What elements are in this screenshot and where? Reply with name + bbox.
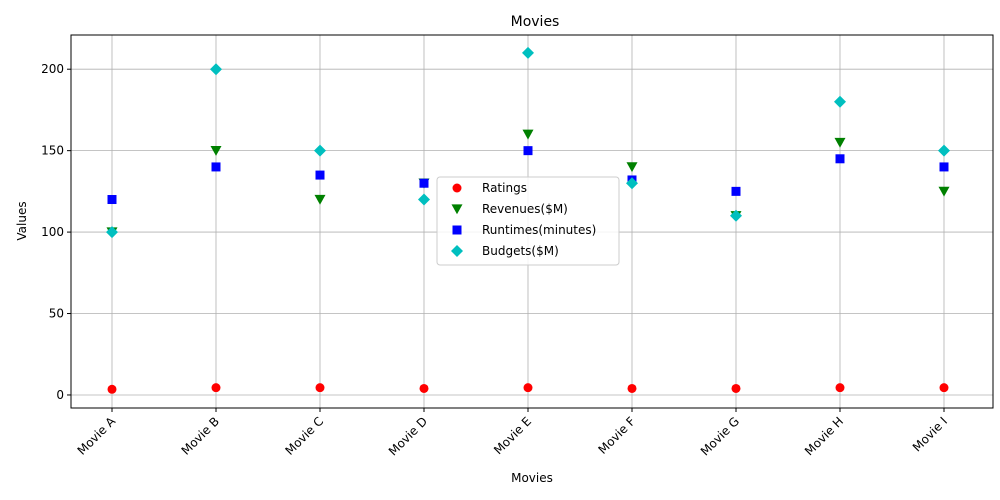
data-point (939, 162, 949, 172)
legend-box (436, 176, 620, 266)
data-point (626, 177, 638, 190)
data-point (315, 383, 325, 393)
legend-marker (451, 245, 463, 257)
data-point (731, 186, 741, 196)
data-point (522, 46, 534, 59)
legend-label: Budgets($M) (482, 244, 559, 258)
x-tick-label: Movie F (596, 414, 639, 457)
y-axis-title: Values (15, 201, 29, 240)
data-point (938, 144, 950, 157)
legend-item: Budgets($M) (451, 244, 559, 258)
data-point (523, 146, 533, 156)
y-tick-label: 100 (41, 225, 64, 239)
data-point (314, 144, 326, 157)
x-tick-label: Movie D (386, 414, 430, 458)
data-point (627, 383, 637, 393)
marks-layer (106, 46, 950, 394)
data-point (106, 226, 118, 239)
x-tick-label: Movie G (698, 414, 742, 458)
series-budgets-m (106, 46, 950, 239)
data-point (419, 383, 429, 393)
x-axis-title: Movies (511, 471, 553, 485)
data-point (210, 63, 222, 76)
data-point (939, 383, 949, 393)
data-point (835, 154, 845, 164)
data-point (522, 129, 534, 140)
legend-marker (451, 204, 463, 215)
y-tick-label: 200 (41, 62, 64, 76)
data-point (418, 193, 430, 206)
legend-label: Revenues($M) (482, 202, 568, 216)
y-tick-label: 50 (49, 307, 64, 321)
data-point (315, 170, 325, 180)
legend-items: Ratings Revenues($M) Runtimes(minutes) Budg… (451, 181, 596, 258)
legend-item: Revenues($M) (451, 202, 568, 216)
legend: Ratings Revenues($M) Runtimes(minutes) Budg… (436, 176, 620, 266)
data-point (211, 162, 221, 172)
y-tick-label: 150 (41, 144, 64, 158)
data-point (210, 145, 222, 156)
data-point (835, 383, 845, 393)
data-point (314, 194, 326, 205)
data-point (419, 178, 429, 188)
data-point (834, 95, 846, 108)
plot-frame (70, 34, 994, 409)
legend-item: Runtimes(minutes) (452, 223, 596, 237)
data-point (731, 383, 741, 393)
series-ratings (107, 383, 949, 394)
legend-item: Ratings (452, 181, 527, 195)
y-tick-label: 0 (56, 388, 64, 402)
data-point (107, 195, 117, 205)
x-tick-label: Movie I (910, 414, 950, 454)
data-point (523, 383, 533, 393)
chart-title: Movies (511, 14, 560, 30)
data-point (834, 137, 846, 148)
x-tick-label: Movie H (802, 414, 846, 458)
x-tick-label: Movie C (282, 414, 326, 458)
legend-label: Runtimes(minutes) (482, 223, 596, 237)
data-point (938, 186, 950, 197)
legend-label: Ratings (482, 181, 527, 195)
data-point (626, 162, 638, 173)
x-tick-label: Movie B (179, 414, 223, 458)
legend-marker (452, 225, 462, 235)
data-point (211, 383, 221, 393)
data-point (107, 384, 117, 394)
legend-marker (452, 183, 462, 193)
x-tick-label: Movie A (75, 414, 119, 458)
data-point (730, 209, 742, 222)
x-tick-label: Movie E (491, 414, 534, 457)
